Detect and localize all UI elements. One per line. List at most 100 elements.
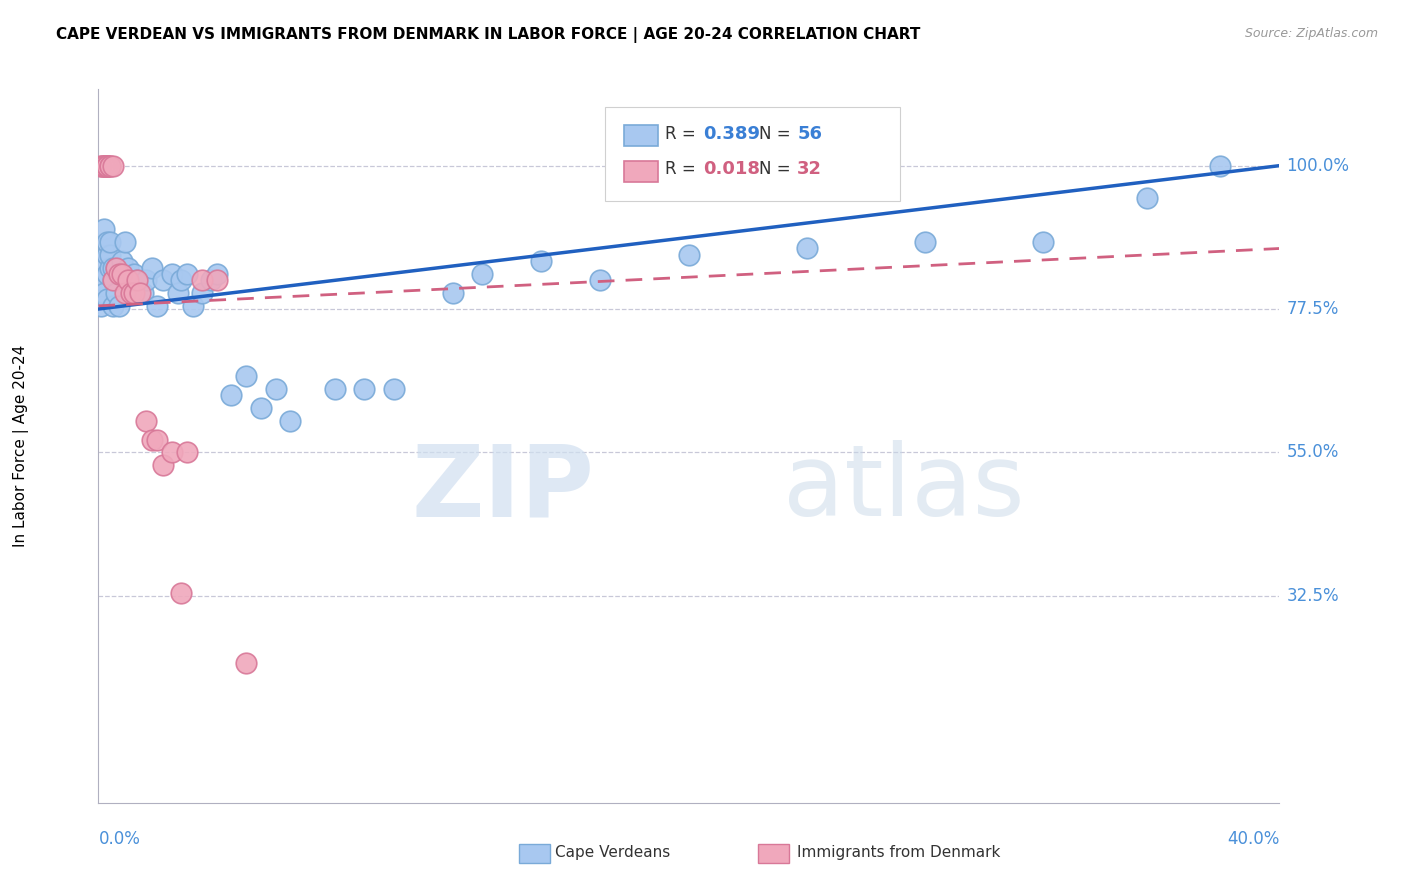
Point [132,286,155,301]
Point [176,445,198,459]
Point [103,273,125,287]
Point [90,159,112,173]
Point [441,286,464,301]
Point [111,254,134,268]
Point [678,248,700,262]
Point [96,235,118,249]
Point [796,242,818,256]
Point [181,299,204,313]
Point [1032,235,1054,249]
Point [205,273,228,287]
Point [191,286,214,301]
Point [125,273,148,287]
Text: Source: ZipAtlas.com: Source: ZipAtlas.com [1244,27,1378,40]
Point [108,267,131,281]
Point [235,368,257,383]
Point [135,413,157,427]
Point [162,267,183,281]
Text: 77.5%: 77.5% [1286,300,1339,318]
Text: N =: N = [759,125,796,143]
Point [114,235,136,249]
Text: 100.0%: 100.0% [1286,157,1350,175]
Text: 32: 32 [797,161,823,178]
Text: In Labor Force | Age 20-24: In Labor Force | Age 20-24 [13,345,30,547]
Text: Immigrants from Denmark: Immigrants from Denmark [797,846,1001,860]
Text: N =: N = [759,161,796,178]
Point [471,267,494,281]
Point [90,273,112,287]
Point [125,273,148,287]
Point [93,159,115,173]
Point [250,401,273,415]
Point [93,254,115,268]
Point [103,299,125,313]
Point [103,273,125,287]
Text: R =: R = [665,125,702,143]
Point [96,267,118,281]
Text: 40.0%: 40.0% [1227,830,1279,847]
Point [146,299,169,313]
Point [200,273,222,287]
Point [122,267,145,281]
Point [108,299,131,313]
Point [176,267,198,281]
Point [98,159,121,173]
Point [128,286,150,301]
Point [205,267,228,281]
Point [191,273,214,287]
Point [323,382,346,396]
Point [152,273,174,287]
Point [1135,190,1157,204]
Point [170,585,193,599]
Point [120,286,142,301]
Point [93,159,115,173]
Point [235,656,257,670]
Point [96,159,118,173]
Point [117,260,139,275]
Point [353,382,375,396]
Text: 0.018: 0.018 [703,161,761,178]
Text: 55.0%: 55.0% [1286,443,1339,461]
Point [146,433,169,447]
Point [117,273,139,287]
Point [135,273,157,287]
Point [111,267,134,281]
Text: R =: R = [665,161,702,178]
Text: 32.5%: 32.5% [1286,587,1339,605]
Point [96,159,118,173]
Point [170,273,193,287]
Point [96,159,118,173]
Point [114,286,136,301]
Point [589,273,612,287]
Point [1209,159,1232,173]
Point [105,286,128,301]
Point [93,286,115,301]
Point [914,235,936,249]
Point [122,286,145,301]
Text: 56: 56 [797,125,823,143]
Point [264,382,287,396]
Point [167,286,190,301]
Point [98,235,121,249]
Point [120,286,142,301]
Point [90,299,112,313]
Point [152,458,174,472]
Point [108,267,131,281]
Point [530,254,553,268]
Text: ZIP: ZIP [412,441,595,537]
Point [162,445,183,459]
Point [105,260,128,275]
Point [96,248,118,262]
Text: 0.389: 0.389 [703,125,761,143]
Point [382,382,405,396]
Text: CAPE VERDEAN VS IMMIGRANTS FROM DENMARK IN LABOR FORCE | AGE 20-24 CORRELATION C: CAPE VERDEAN VS IMMIGRANTS FROM DENMARK … [56,27,921,43]
Point [90,159,112,173]
Text: Cape Verdeans: Cape Verdeans [555,846,671,860]
Point [96,159,118,173]
Text: 0.0%: 0.0% [98,830,141,847]
Point [141,260,163,275]
Point [219,388,242,402]
Point [103,260,125,275]
Point [93,159,115,173]
Point [96,293,118,307]
